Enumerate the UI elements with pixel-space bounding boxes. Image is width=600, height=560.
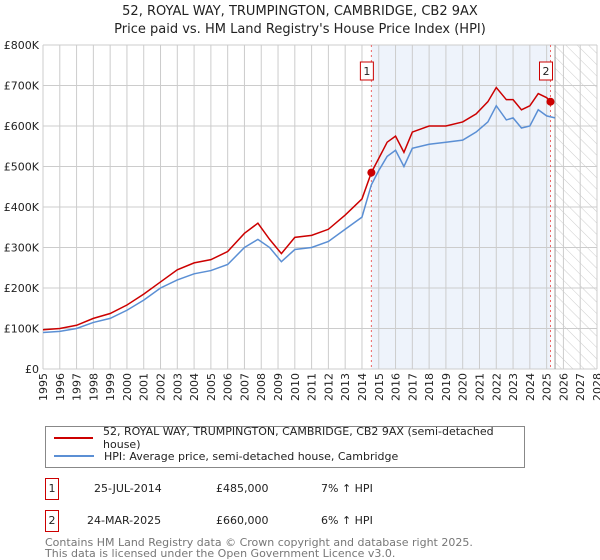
transaction-date: 24-MAR-2025 [87,514,162,527]
x-tick-label: 2013 [339,373,352,401]
x-tick-label: 2002 [155,373,168,401]
y-tick-label: £800K [4,39,40,52]
x-tick-label: 2001 [138,373,151,401]
x-tick-label: 2006 [222,373,235,401]
x-tick-label: 2011 [306,373,319,401]
price-chart: 1995 1996 1997 1998 1999 2000 2001 2002 2003 2004… [4,39,600,401]
sale-marker-badge [538,61,553,81]
transaction-price: £660,000 [216,514,269,527]
x-tick-label: 2004 [188,373,201,401]
legend-item-property: 52, ROYAL WAY, TRUMPINGTON, CAMBRIDGE, C… [54,425,524,451]
sale-point [546,97,555,106]
legend-label: 52, ROYAL WAY, TRUMPINGTON, CAMBRIDGE, C… [103,425,494,451]
x-tick-label: 2010 [289,373,302,401]
y-tick-label: £100K [4,323,40,336]
footer-licence: This data is licensed under the Open Gov… [45,547,396,560]
sale-point [367,168,376,177]
x-tick-label: 2000 [121,373,134,401]
transaction-date: 25-JUL-2014 [94,482,162,495]
x-tick-label: 1998 [87,373,100,401]
y-tick-label: £400K [4,201,40,214]
transaction-hpi: 7% ↑ HPI [321,482,373,495]
x-tick-label: 2014 [356,373,369,401]
chart-title: 52, ROYAL WAY, TRUMPINGTON, CAMBRIDGE, C… [122,4,478,19]
chart-subtitle: Price paid vs. HM Land Registry's House … [114,22,486,37]
x-tick-label: 1996 [54,373,67,401]
x-tick-label: 2009 [272,373,285,401]
x-tick-label: 2003 [171,373,184,401]
legend-swatch-blue [54,455,94,457]
x-tick-label: 2019 [440,373,453,401]
x-tick-label: 2028 [591,373,600,401]
x-tick-label: 2022 [490,373,503,401]
series-line [42,86,552,331]
sale-marker-label: 1 [363,65,370,78]
x-tick-label: 2015 [373,373,386,401]
sale-marker-badge [359,61,374,81]
legend-label: HPI: Average price, semi-detached house,… [104,449,399,463]
marker-badge: 1 [45,478,59,500]
y-tick-label: £500K [4,161,40,174]
transaction-price: £485,000 [216,482,269,495]
footer: Contains HM Land Registry data © Crown c… [45,537,473,559]
x-tick-label: 2026 [557,373,570,401]
legend-swatch-red [54,437,94,439]
x-tick-label: 2024 [524,373,537,401]
y-tick-label: £300K [4,242,40,255]
x-tick-label: 2023 [507,373,520,401]
x-tick-label: 1997 [71,373,84,401]
series-line [42,104,556,334]
x-tick-label: 2021 [473,373,486,401]
footer-copyright: Contains HM Land Registry data © Crown c… [45,536,473,549]
x-tick-label: 2027 [574,373,587,401]
y-tick-label: £700K [4,80,40,93]
x-tick-label: 2020 [457,373,470,401]
transaction-row: 2 24-MAR-2025 £660,000 6% ↑ HPI [45,510,445,532]
x-tick-label: 2016 [390,373,403,401]
transaction-hpi: 6% ↑ HPI [321,514,373,527]
x-tick-label: 2025 [541,373,554,401]
legend-item-hpi: HPI: Average price, semi-detached house,… [54,448,398,464]
transaction-row: 1 25-JUL-2014 £485,000 7% ↑ HPI [45,478,445,500]
x-tick-label: 2018 [423,373,436,401]
x-tick-label: 2008 [255,373,268,401]
legend: 52, ROYAL WAY, TRUMPINGTON, CAMBRIDGE, C… [45,425,525,468]
marker-badge: 2 [45,510,59,532]
x-tick-label: 2007 [238,373,251,401]
y-tick-label: £200K [4,282,40,295]
sale-marker-label: 2 [542,65,549,78]
x-tick-label: 1995 [37,373,50,401]
x-tick-label: 2012 [322,373,335,401]
x-tick-label: 2005 [205,373,218,401]
x-tick-label: 1999 [104,373,117,401]
x-tick-label: 2017 [406,373,419,401]
y-tick-label: £600K [4,120,40,133]
y-tick-label: £0 [25,363,39,376]
